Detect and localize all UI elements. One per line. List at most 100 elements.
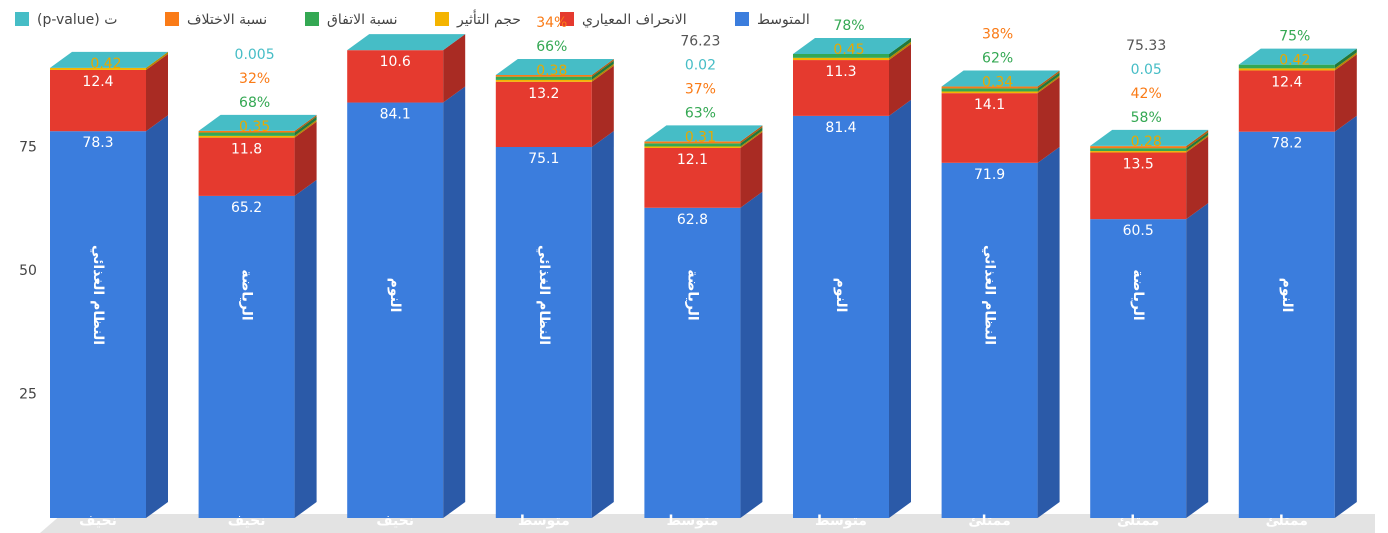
subcategory-label: النوم bbox=[833, 278, 849, 313]
data-label: 0.42 bbox=[90, 56, 121, 72]
bar-side bbox=[1037, 75, 1060, 94]
bar-segment bbox=[793, 53, 889, 58]
bar-side bbox=[591, 60, 614, 80]
bar-segment bbox=[495, 81, 592, 148]
bar-side bbox=[591, 58, 614, 77]
x-tick-label: نحيف bbox=[79, 513, 117, 529]
bar-segment bbox=[1238, 68, 1335, 71]
x-tick-label: متوسط bbox=[666, 513, 718, 529]
bar-side bbox=[1186, 135, 1209, 153]
data-label: 0.05 bbox=[1131, 62, 1162, 78]
bar-side bbox=[146, 53, 168, 132]
top-label: 75.33 bbox=[1126, 38, 1166, 54]
data-label: 13.2 bbox=[528, 86, 559, 102]
bar-segment bbox=[495, 74, 592, 77]
bar-top bbox=[1238, 48, 1357, 65]
bar-side bbox=[443, 86, 466, 519]
bar-side bbox=[294, 119, 317, 138]
data-label: 32% bbox=[239, 71, 270, 87]
bar-side bbox=[1186, 130, 1209, 149]
data-label: 75% bbox=[1279, 29, 1310, 45]
x-tick-label: نحيف bbox=[228, 513, 266, 529]
subcategory-label: النظام الغذائي bbox=[90, 245, 106, 345]
bar-side bbox=[740, 131, 763, 208]
data-label: 0.34 bbox=[982, 75, 1013, 91]
bar-segment bbox=[644, 147, 741, 208]
bar-segment bbox=[198, 195, 295, 519]
x-tick-label: ممتلئ bbox=[1117, 513, 1159, 529]
bar-top bbox=[793, 37, 911, 54]
bar-side bbox=[443, 34, 466, 103]
bar-segment bbox=[1238, 64, 1335, 69]
data-label: 12.1 bbox=[677, 152, 708, 168]
bar-side bbox=[146, 51, 168, 70]
data-label: 11.8 bbox=[231, 142, 262, 158]
bar-segment bbox=[941, 93, 1038, 163]
subcategory-label: الرياضة bbox=[239, 269, 255, 320]
bar-segment bbox=[198, 130, 295, 133]
bar-segment bbox=[347, 102, 444, 519]
bar-segment bbox=[347, 50, 444, 103]
bar-segment bbox=[793, 60, 889, 116]
bar-segment bbox=[644, 141, 741, 144]
legend-label: المتوسط bbox=[757, 12, 810, 28]
bar-side bbox=[740, 125, 763, 142]
data-label: 78.3 bbox=[82, 135, 113, 151]
x-tick-label: ممتلئ bbox=[968, 513, 1010, 529]
bar-segment bbox=[495, 147, 592, 519]
legend-label: الانحراف المعياري bbox=[582, 12, 687, 28]
bar-side bbox=[1037, 146, 1060, 518]
data-label: 12.4 bbox=[1271, 74, 1302, 90]
bar-segment bbox=[50, 69, 146, 132]
bar-segment bbox=[644, 146, 741, 148]
data-label: 75.1 bbox=[528, 151, 559, 167]
bar-side bbox=[294, 114, 317, 131]
data-label: 58% bbox=[1131, 110, 1162, 126]
data-label: 62% bbox=[982, 51, 1013, 67]
bar-side bbox=[1037, 70, 1060, 89]
subcategory-label: النوم bbox=[387, 278, 403, 313]
bar-segment bbox=[1090, 148, 1187, 152]
data-label: 37% bbox=[685, 81, 716, 97]
x-tick-label: نحيف bbox=[376, 513, 414, 529]
data-label: 10.6 bbox=[380, 54, 411, 70]
x-tick-label: متوسط bbox=[815, 513, 867, 529]
subcategory-label: الرياضة bbox=[1130, 269, 1146, 320]
bar-top bbox=[198, 114, 317, 131]
x-tick-label: متوسط bbox=[518, 513, 570, 529]
data-label: 0.42 bbox=[1279, 53, 1310, 69]
bar-side bbox=[889, 44, 911, 116]
bar-side bbox=[889, 99, 911, 518]
data-label: 81.4 bbox=[825, 120, 856, 136]
bar-segment bbox=[50, 67, 146, 70]
data-label: 84.1 bbox=[380, 107, 411, 123]
data-label: 0.45 bbox=[833, 42, 864, 58]
y-tick-label: 50 bbox=[19, 263, 37, 279]
data-label: 42% bbox=[1131, 86, 1162, 102]
bar-side bbox=[591, 65, 614, 148]
legend-swatch bbox=[735, 12, 749, 26]
bar-side bbox=[591, 131, 614, 519]
data-label: 0.005 bbox=[235, 47, 275, 63]
data-label: 78.2 bbox=[1271, 136, 1302, 152]
data-label: 63% bbox=[685, 105, 716, 121]
data-label: 14.1 bbox=[974, 97, 1005, 113]
bar-side bbox=[740, 130, 763, 148]
bar-side bbox=[1186, 132, 1209, 152]
subcategory-label: النوم bbox=[1279, 278, 1295, 313]
subcategory-label: النظام الغذائي bbox=[982, 245, 998, 345]
bar-segment bbox=[198, 137, 295, 196]
subcategory-label: الرياضة bbox=[684, 269, 700, 320]
data-label: 68% bbox=[239, 95, 270, 111]
bar-segment bbox=[198, 135, 295, 138]
bar-side bbox=[740, 125, 763, 144]
bar-side bbox=[1334, 115, 1357, 518]
bar-side bbox=[1186, 203, 1209, 518]
bar-segment bbox=[644, 143, 741, 147]
bar-segment bbox=[198, 132, 295, 136]
bar-side bbox=[1334, 54, 1357, 132]
bar-side bbox=[889, 41, 911, 61]
data-label: 0.31 bbox=[685, 129, 716, 145]
legend-label: نسبة الاتفاق bbox=[327, 12, 398, 28]
